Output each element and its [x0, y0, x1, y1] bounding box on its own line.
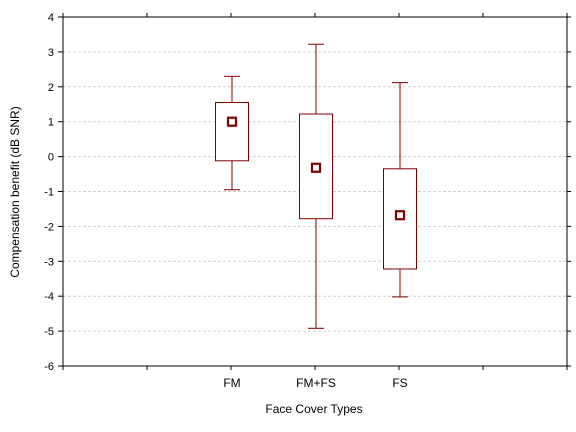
box-fm [215, 75, 249, 191]
y-tick-label: -2 [44, 221, 54, 233]
y-tick-label: 2 [48, 82, 54, 94]
iqr-box [215, 102, 249, 162]
y-axis-label: Compensation benefit (dB SNR) [8, 106, 22, 277]
y-tick-label: -1 [44, 187, 54, 199]
y-tick-label: 3 [48, 47, 54, 59]
boxes-layer [215, 43, 417, 329]
y-tick-label: 0 [48, 152, 54, 164]
x-tick-label: FS [392, 376, 407, 390]
box-fs [383, 82, 417, 298]
y-tick-label: -5 [44, 326, 54, 338]
x-axis-label: Face Cover Types [265, 402, 362, 416]
y-tick-label: -3 [44, 256, 54, 268]
box-fm-plus-fs [299, 43, 333, 329]
y-tick-label: 4 [48, 12, 54, 24]
x-tick-label: FM [223, 376, 240, 390]
y-tick-label: 1 [48, 117, 54, 129]
tick-labels: 4 3 2 1 0 -1 -2 -3 -4 -5 -6 FM FM+FS FS [44, 12, 407, 390]
mean-marker [394, 210, 406, 221]
y-tick-label: -6 [44, 361, 54, 373]
mean-marker [310, 162, 322, 173]
axes-layer [58, 13, 571, 370]
y-tick-label: -4 [44, 291, 54, 303]
x-tick-label: FM+FS [296, 376, 336, 390]
plot-frame [62, 16, 568, 367]
mean-marker [226, 116, 238, 127]
